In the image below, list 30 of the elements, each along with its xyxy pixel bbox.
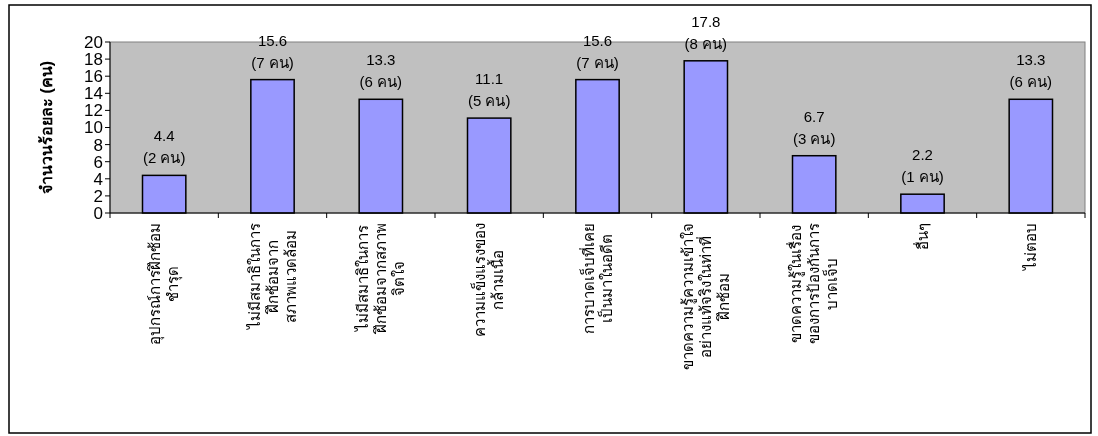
y-tick-label: 4 [93,169,103,189]
x-tick-label: ไม่ตอบ [1022,223,1040,271]
data-label: 11.1 (5 คน) [467,70,511,110]
data-label: 15.6 (7 คน) [576,31,619,71]
y-tick-label: 8 [93,135,103,155]
y-axis-title: จำนวนร้อยละ (คน) [38,60,55,195]
data-label: 15.6 (7 คน) [251,31,294,71]
x-tick-label: ความแข็งแรงของ กล้ามเนื้อ [470,223,507,337]
x-tick-label: ไม่มีสมาธิในการ ฝึกซ้อมจากสภาพ จิตใจ [354,223,408,335]
y-tick-label: 6 [93,152,103,172]
x-tick-label: ไม่มีสมาธิในการ ฝึกซ้อมจาก สภาพแวดล้อม [245,223,299,330]
y-tick-label: 10 [84,118,103,138]
y-tick-label: 12 [84,101,103,121]
y-tick-label: 14 [84,84,103,104]
y-tick-label: 16 [84,67,103,87]
data-label: 2.2 (1 คน) [901,146,944,186]
y-tick-label: 20 [84,32,103,52]
y-tick-label: 18 [84,50,103,70]
data-label: 13.3 (6 คน) [359,51,403,91]
x-tick-label: อุปกรณ์การฝึกซ้อม ชำรุด [146,223,184,345]
x-tick-label: อื่นๆ [911,223,931,250]
data-label: 13.3 (6 คน) [1009,51,1053,91]
x-tick-label: ขาดความรู้ในเรื่อง ของการป้องกันการ บาดเจ็บ [785,223,841,344]
y-tick-label: 2 [93,186,103,206]
x-tick-label: ขาดความรู้ความเข้าใจ อย่างแท้จริงในท่าที่ ฝึกซ้อม [679,223,733,370]
x-tick-label: การบาดเจ็บที่เคย เป็นมาในอดีต [577,223,615,334]
data-label: 17.8 (8 คน) [684,12,728,52]
data-label: 4.4 (2 คน) [142,127,186,167]
data-label: 6.7 (3 คน) [792,107,836,147]
y-tick-label: 0 [93,203,103,223]
